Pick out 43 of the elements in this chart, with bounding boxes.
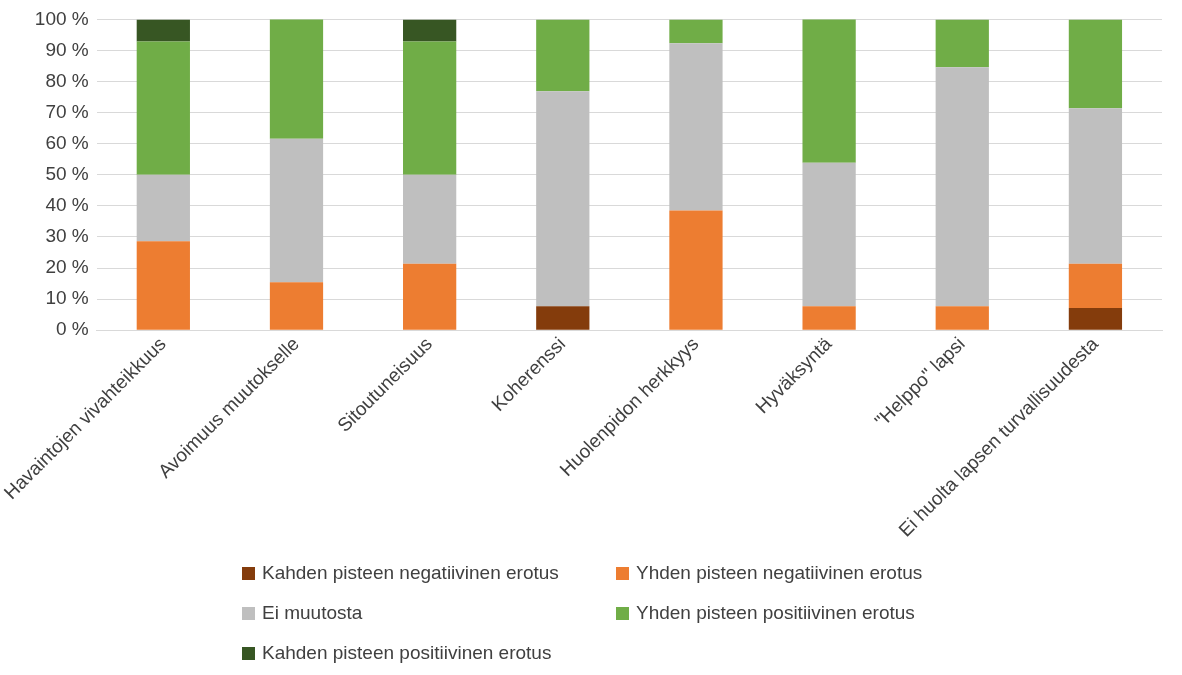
bar (403, 19, 457, 42)
y-tick-label: 60 % (45, 131, 89, 153)
y-tick-label: 20 % (45, 256, 89, 278)
bar (669, 210, 723, 330)
bar (802, 19, 856, 163)
bar (669, 19, 723, 44)
bar (536, 306, 590, 330)
y-tick-label: 70 % (45, 100, 89, 122)
bar (136, 41, 190, 175)
y-tick-label: 80 % (45, 69, 89, 91)
y-tick-label: 0 % (56, 318, 89, 340)
bar (1068, 308, 1123, 330)
bar (403, 41, 457, 175)
bar (136, 174, 190, 242)
legend-label: Yhden pisteen positiivinen erotus (636, 602, 915, 624)
y-tick-label: 30 % (45, 225, 89, 247)
bar (1068, 108, 1123, 264)
legend-label: Ei muutosta (262, 602, 363, 624)
bar (802, 162, 856, 307)
bar (403, 174, 457, 264)
bar (136, 19, 190, 42)
bar (269, 19, 324, 139)
bar (136, 241, 190, 330)
legend-label: Yhden pisteen negatiivinen erotus (636, 562, 923, 584)
bar (1068, 263, 1123, 309)
bar (536, 91, 590, 307)
bar (1068, 19, 1123, 109)
y-tick-label: 100 % (34, 7, 89, 29)
y-tick-label: 40 % (45, 194, 89, 216)
bar (935, 306, 989, 330)
legend-label: Kahden pisteen negatiivinen erotus (262, 562, 559, 584)
bar (269, 282, 324, 330)
bar (669, 43, 723, 211)
y-tick-label: 50 % (45, 163, 89, 185)
bar (269, 138, 324, 283)
bar (403, 263, 457, 330)
y-tick-label: 10 % (45, 287, 89, 309)
bar (935, 67, 989, 307)
legend-label: Kahden pisteen positiivinen erotus (262, 642, 552, 664)
bar (536, 19, 590, 92)
y-tick-label: 90 % (45, 38, 89, 60)
bar (802, 306, 856, 330)
bar (935, 19, 989, 68)
